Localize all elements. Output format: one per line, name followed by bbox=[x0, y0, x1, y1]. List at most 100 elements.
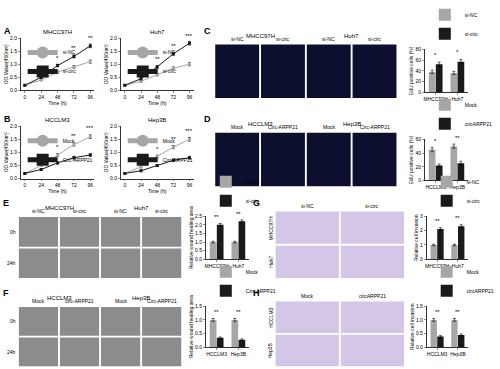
svg-text:0.0: 0.0 bbox=[110, 87, 117, 93]
svg-text:0.0: 0.0 bbox=[110, 175, 117, 181]
svg-text:si-circ: si-circ bbox=[368, 36, 382, 42]
svg-text:si-NC: si-NC bbox=[301, 203, 314, 209]
svg-text:48: 48 bbox=[55, 182, 61, 188]
svg-text:24h: 24h bbox=[7, 349, 16, 355]
svg-text:HCCLM3: HCCLM3 bbox=[427, 351, 448, 357]
svg-text:**: ** bbox=[71, 133, 76, 139]
svg-text:0.5: 0.5 bbox=[110, 162, 117, 168]
svg-text:60: 60 bbox=[415, 57, 421, 63]
svg-text:C: C bbox=[204, 26, 211, 36]
svg-text:0h: 0h bbox=[10, 229, 16, 235]
svg-text:*: * bbox=[156, 146, 159, 152]
svg-text:1.0: 1.0 bbox=[10, 61, 17, 67]
svg-text:MHCC97H: MHCC97H bbox=[268, 216, 274, 241]
svg-text:Mock: Mock bbox=[115, 298, 127, 304]
svg-text:Circ-ARPP21: Circ-ARPP21 bbox=[147, 298, 177, 304]
svg-text:***: *** bbox=[185, 128, 193, 134]
svg-text:circ-ARPP21: circ-ARPP21 bbox=[65, 298, 94, 304]
svg-text:72: 72 bbox=[71, 94, 77, 100]
svg-text:0: 0 bbox=[23, 182, 26, 188]
svg-text:Huh7: Huh7 bbox=[232, 263, 244, 269]
svg-text:1.5: 1.5 bbox=[110, 48, 117, 54]
svg-text:1.0: 1.0 bbox=[195, 239, 202, 245]
svg-text:Circ-ARPP21: Circ-ARPP21 bbox=[63, 157, 93, 163]
svg-text:Time (h): Time (h) bbox=[48, 100, 67, 106]
svg-text:*: * bbox=[434, 138, 437, 144]
svg-text:Hep3B: Hep3B bbox=[231, 351, 247, 357]
svg-text:si-circ: si-circ bbox=[73, 208, 87, 214]
svg-text:**: ** bbox=[435, 309, 440, 315]
svg-text:Mock: Mock bbox=[163, 138, 175, 144]
svg-text:***: *** bbox=[86, 125, 94, 131]
svg-text:0: 0 bbox=[123, 182, 126, 188]
svg-text:MHCC97H: MHCC97H bbox=[246, 33, 275, 39]
svg-text:80: 80 bbox=[415, 46, 421, 52]
svg-text:**: ** bbox=[214, 214, 219, 220]
svg-text:HCCLM3: HCCLM3 bbox=[206, 351, 227, 357]
svg-text:24h: 24h bbox=[7, 260, 16, 266]
svg-text:0: 0 bbox=[23, 94, 26, 100]
svg-text:Relative wound healing area: Relative wound healing area bbox=[188, 206, 194, 269]
svg-text:Circ-ARPP21: Circ-ARPP21 bbox=[246, 288, 276, 294]
svg-text:24: 24 bbox=[38, 182, 44, 188]
svg-text:Huh7: Huh7 bbox=[452, 263, 464, 269]
svg-text:*: * bbox=[456, 49, 459, 55]
svg-text:Mock: Mock bbox=[323, 124, 335, 130]
svg-text:48: 48 bbox=[55, 94, 61, 100]
svg-text:si-circ: si-circ bbox=[163, 68, 177, 74]
svg-text:0.5: 0.5 bbox=[10, 162, 17, 168]
svg-text:si-NC: si-NC bbox=[246, 179, 259, 185]
svg-text:si-NC: si-NC bbox=[163, 49, 176, 55]
svg-text:Huh7: Huh7 bbox=[451, 96, 463, 102]
svg-text:Hep3B: Hep3B bbox=[267, 342, 273, 358]
svg-text:20: 20 bbox=[415, 164, 421, 170]
svg-text:OD Value(450nm): OD Value(450nm) bbox=[3, 132, 9, 172]
svg-text:circARPP21: circARPP21 bbox=[465, 121, 492, 127]
svg-text:96: 96 bbox=[187, 94, 193, 100]
svg-text:1: 1 bbox=[420, 242, 423, 248]
svg-text:Relative cell invasion: Relative cell invasion bbox=[413, 214, 419, 261]
svg-text:H: H bbox=[253, 288, 260, 298]
svg-text:40: 40 bbox=[415, 150, 421, 156]
svg-text:Huh7: Huh7 bbox=[268, 256, 274, 268]
svg-text:HCCLM3: HCCLM3 bbox=[45, 117, 70, 123]
svg-text:0.0: 0.0 bbox=[416, 344, 423, 350]
svg-text:A: A bbox=[4, 26, 11, 36]
svg-text:0.5: 0.5 bbox=[10, 74, 17, 80]
svg-text:Hep3B: Hep3B bbox=[450, 351, 466, 357]
svg-text:0.5: 0.5 bbox=[110, 74, 117, 80]
svg-text:Mock: Mock bbox=[32, 298, 44, 304]
svg-text:**: ** bbox=[155, 56, 160, 62]
svg-text:48: 48 bbox=[154, 182, 160, 188]
svg-text:si-NC: si-NC bbox=[63, 49, 76, 55]
svg-text:**: ** bbox=[455, 309, 460, 315]
svg-text:Hep3B: Hep3B bbox=[132, 295, 150, 301]
svg-text:circARPP21: circARPP21 bbox=[359, 293, 386, 299]
svg-text:2.0: 2.0 bbox=[110, 35, 117, 41]
svg-text:2.0: 2.0 bbox=[10, 35, 17, 41]
svg-text:Time (h): Time (h) bbox=[148, 188, 167, 194]
svg-text:**: ** bbox=[214, 309, 219, 315]
svg-text:40: 40 bbox=[415, 68, 421, 74]
svg-text:0: 0 bbox=[420, 256, 423, 262]
svg-text:1.5: 1.5 bbox=[416, 303, 423, 309]
svg-text:si-NC: si-NC bbox=[322, 36, 335, 42]
svg-text:0: 0 bbox=[123, 94, 126, 100]
svg-text:1.0: 1.0 bbox=[110, 61, 117, 67]
svg-text:Hep3B: Hep3B bbox=[148, 117, 166, 123]
svg-text:si-NC: si-NC bbox=[114, 208, 127, 214]
svg-text:0.0: 0.0 bbox=[195, 344, 202, 350]
svg-text:Huh7: Huh7 bbox=[344, 33, 359, 39]
svg-text:G: G bbox=[253, 198, 260, 208]
svg-text:0.5: 0.5 bbox=[195, 247, 202, 253]
svg-text:si-circ: si-circ bbox=[155, 208, 169, 214]
svg-text:0.5: 0.5 bbox=[416, 330, 423, 336]
svg-text:**: ** bbox=[455, 215, 460, 221]
svg-text:Mock: Mock bbox=[301, 293, 313, 299]
svg-text:EdU positive cells (%): EdU positive cells (%) bbox=[408, 135, 414, 184]
svg-text:EdU positive cells (%): EdU positive cells (%) bbox=[408, 46, 414, 95]
svg-text:si-NC: si-NC bbox=[32, 208, 45, 214]
svg-text:HCCLM3: HCCLM3 bbox=[268, 307, 274, 328]
svg-text:96: 96 bbox=[88, 182, 94, 188]
svg-text:Huh7: Huh7 bbox=[150, 29, 165, 35]
